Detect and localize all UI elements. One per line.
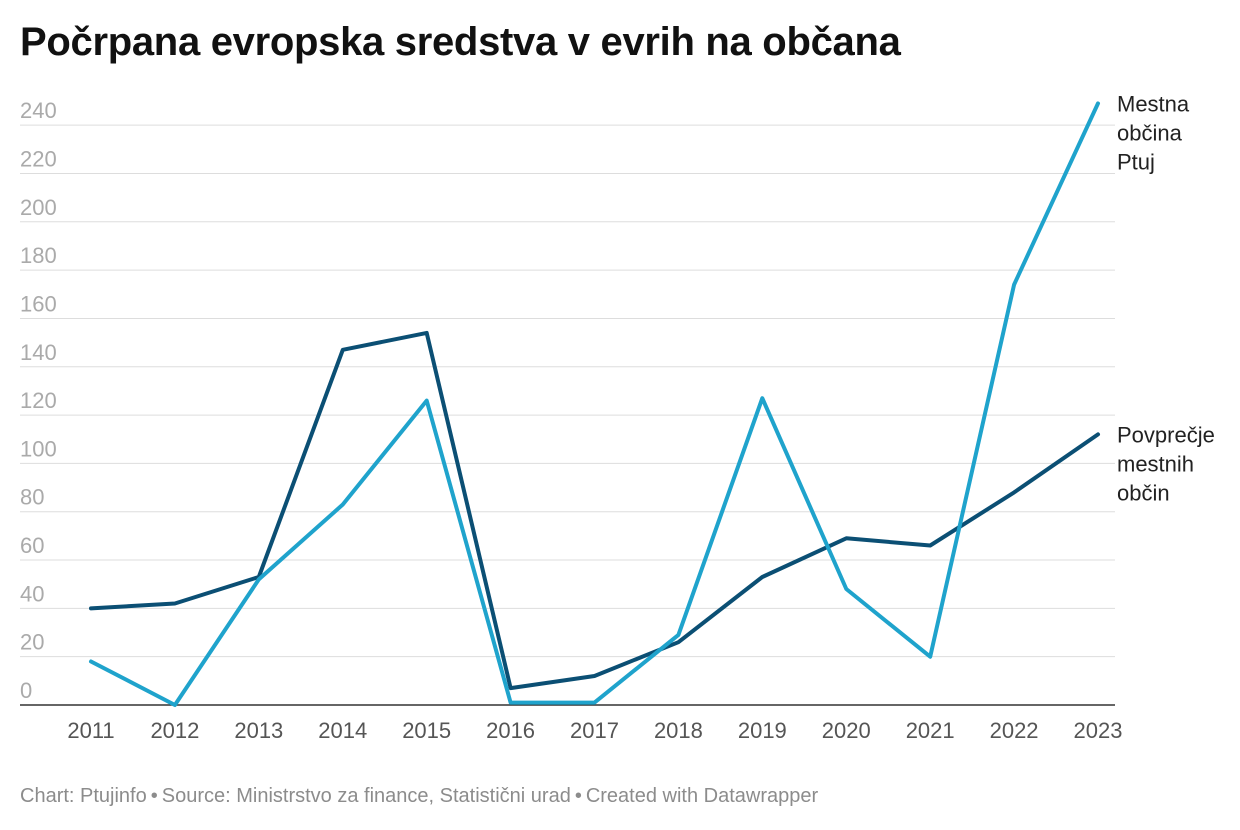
- footer-credit: Chart: Ptujinfo: [20, 785, 147, 807]
- x-tick-label: 2023: [1074, 718, 1123, 743]
- series-label: Mestna občina Ptuj: [1117, 91, 1190, 174]
- series-line: [89, 330, 1100, 691]
- footer-separator: •: [574, 785, 582, 807]
- y-tick-label: 60: [20, 533, 44, 558]
- x-tick-label: 2017: [570, 718, 619, 743]
- x-tick-label: 2018: [654, 718, 703, 743]
- series-labels: Povprečje mestnih občin Mestna občina Ptuj: [1117, 91, 1215, 505]
- series-lines: [89, 101, 1100, 707]
- y-tick-label: 40: [20, 581, 44, 606]
- x-tick-label: 2020: [822, 718, 871, 743]
- y-axis-ticks: 0 20 40 60 80 100 120 140 160 180 200 220 240: [20, 98, 57, 703]
- y-tick-label: 180: [20, 243, 57, 268]
- footer-source: Source: Ministrstvo za finance, Statisti…: [161, 785, 571, 807]
- chart-title: Počrpana evropska sredstva v evrih na ob…: [20, 20, 901, 64]
- y-tick-label: 200: [20, 195, 57, 220]
- y-tick-label: 220: [20, 146, 57, 171]
- x-tick-label: 2021: [906, 718, 955, 743]
- y-tick-label: 120: [20, 388, 57, 413]
- chart-footer: Chart: Ptujinfo • Source: Ministrstvo za f…: [20, 785, 818, 808]
- x-tick-label: 2022: [990, 718, 1039, 743]
- footer-created-with: Created with Datawrapper: [585, 785, 819, 807]
- x-tick-label: 2016: [486, 718, 535, 743]
- x-tick-label: 2019: [738, 718, 787, 743]
- series-line: [89, 101, 1100, 707]
- y-tick-label: 140: [20, 340, 57, 365]
- y-tick-label: 100: [20, 436, 57, 461]
- x-tick-label: 2014: [318, 718, 367, 743]
- x-tick-label: 2013: [234, 718, 283, 743]
- y-tick-label: 20: [20, 630, 44, 655]
- series-label: Povprečje mestnih občin: [1117, 422, 1215, 505]
- x-axis-ticks: 2011 2012 2013 2014 2015 2016 2017 2018 2019 2020…: [67, 718, 1122, 743]
- y-tick-label: 160: [20, 291, 57, 316]
- y-tick-label: 0: [20, 678, 32, 703]
- x-tick-label: 2015: [402, 718, 451, 743]
- y-tick-label: 80: [20, 485, 44, 510]
- y-tick-label: 240: [20, 98, 57, 123]
- footer-separator: •: [150, 785, 158, 807]
- grid-lines: [20, 124, 1115, 706]
- x-tick-label: 2012: [150, 718, 199, 743]
- x-tick-label: 2011: [67, 718, 114, 743]
